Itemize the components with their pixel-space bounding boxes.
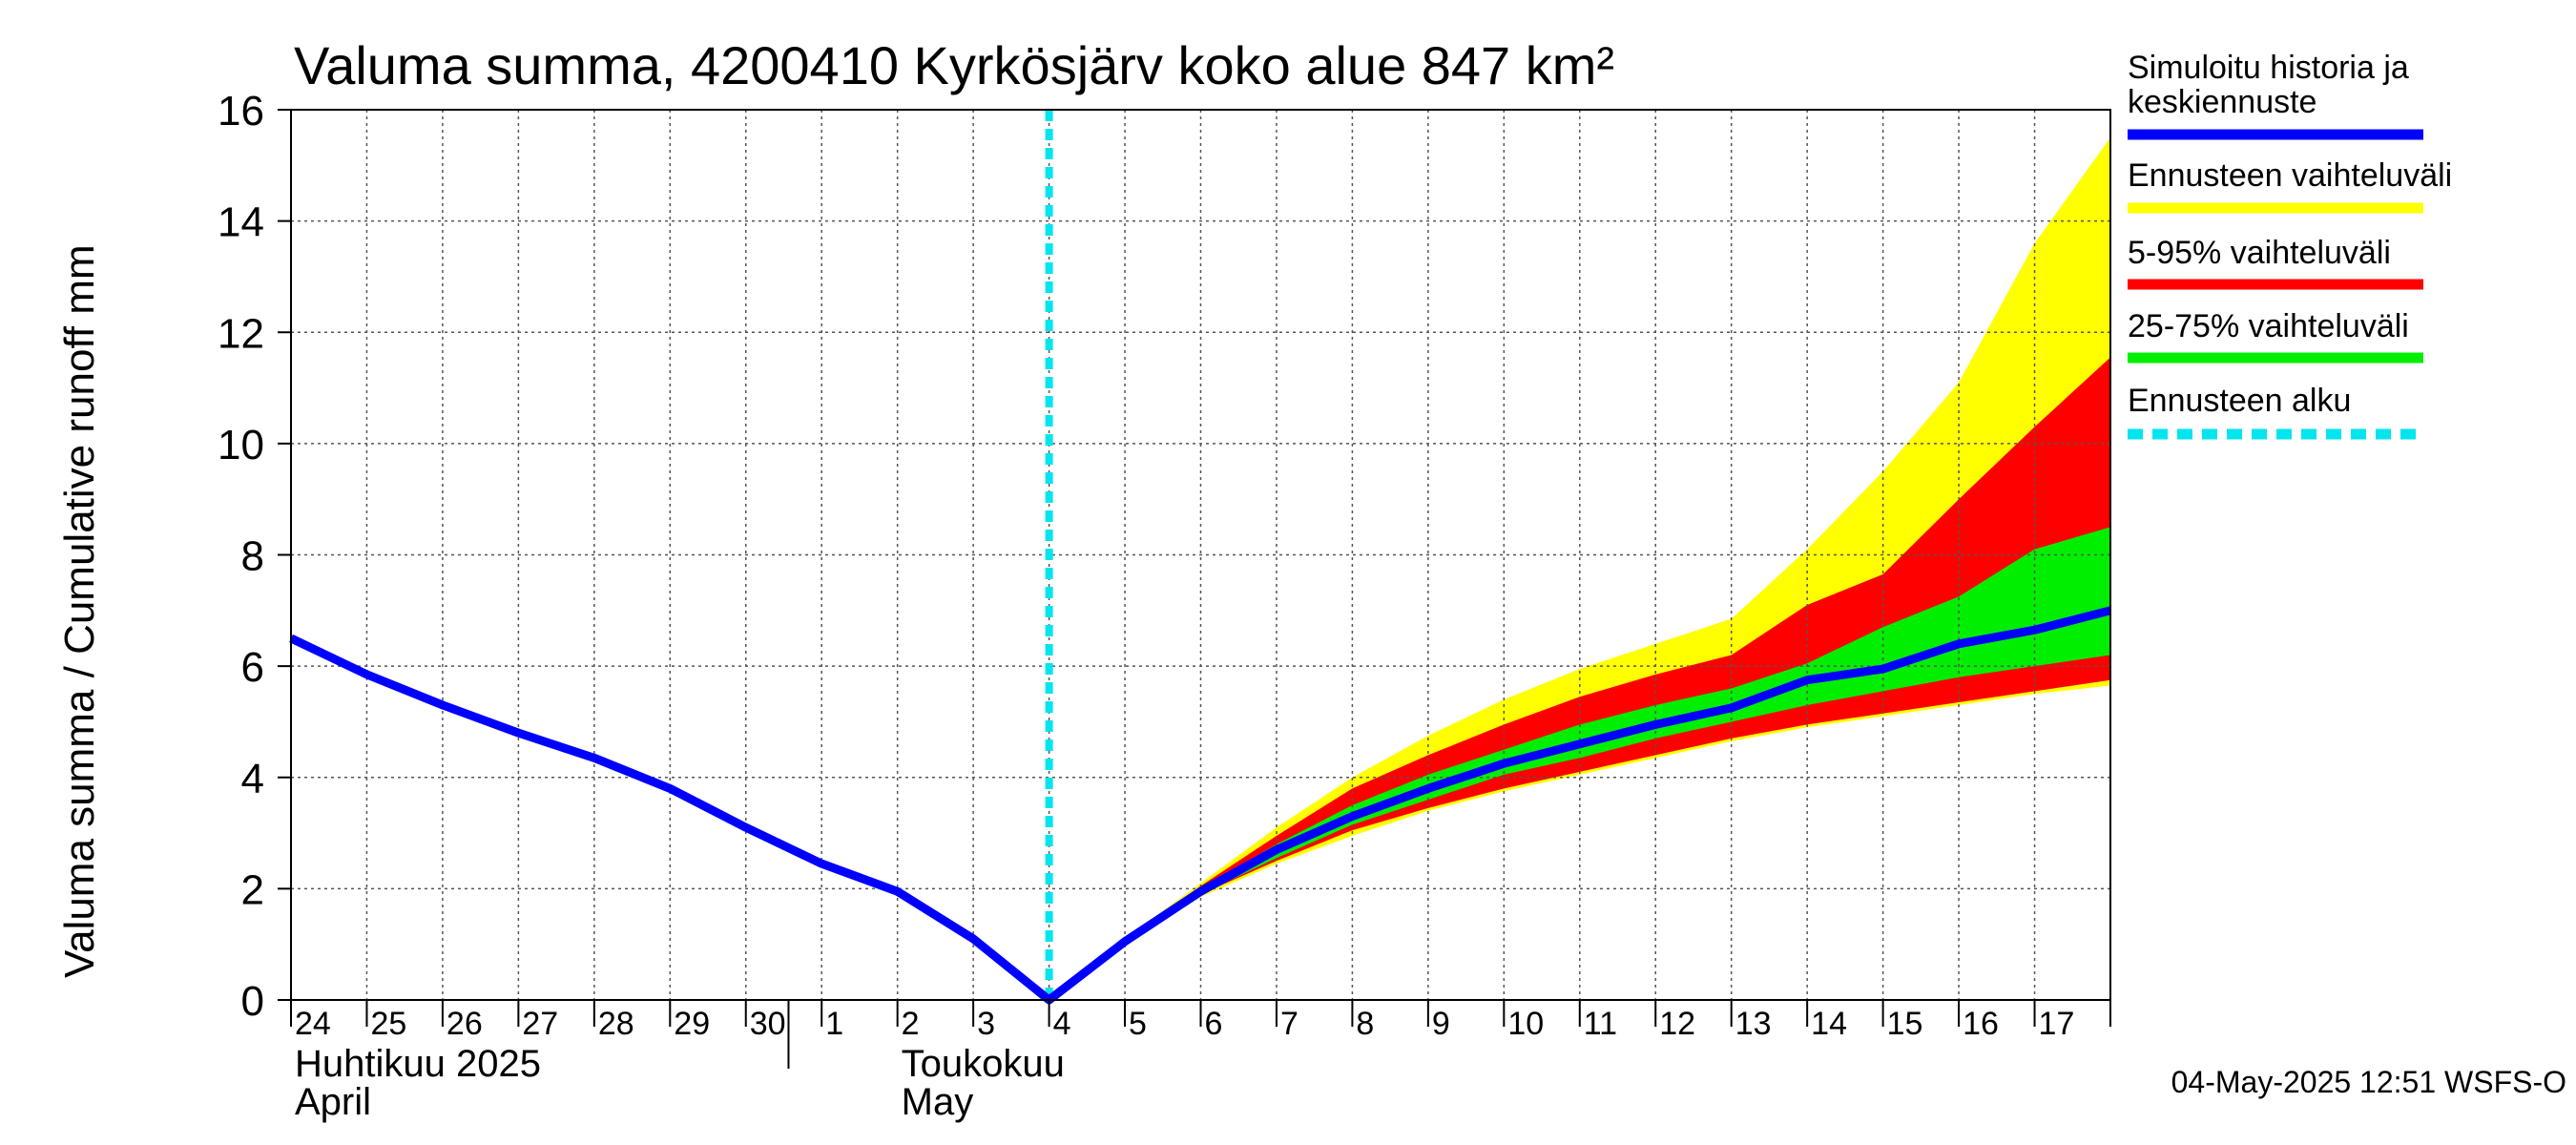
x-tick-label: 8 <box>1356 1006 1374 1042</box>
median-line <box>289 606 2112 1005</box>
x-tick-label: 15 <box>1887 1006 1923 1042</box>
forecast-bands <box>1049 137 2110 1001</box>
y-tick-label: 16 <box>218 88 264 135</box>
x-tick-label: 2 <box>902 1006 920 1042</box>
chart-title: Valuma summa, 4200410 Kyrkösjärv koko al… <box>294 35 1614 95</box>
x-tick-label: 16 <box>1963 1006 1999 1042</box>
y-tick-label: 4 <box>241 756 264 802</box>
x-tick-label: 4 <box>1053 1006 1071 1042</box>
x-tick-label: 28 <box>598 1006 634 1042</box>
x-tick-label: 26 <box>447 1006 483 1042</box>
grid-lines <box>291 110 2110 1000</box>
x-axis-ticks: 24 25 26 27 28 29 30 1 2 3 4 5 6 7 8 9 10 11 12 13 14 15 16 17 <box>290 1000 2111 1069</box>
x-tick-label: 14 <box>1811 1006 1847 1042</box>
y-tick-label: 0 <box>241 978 264 1025</box>
x-tick-label: 3 <box>977 1006 995 1042</box>
x-tick-label: 10 <box>1507 1006 1544 1042</box>
x-tick-label: 7 <box>1280 1006 1298 1042</box>
legend-label-line2: keskiennuste <box>2128 84 2316 120</box>
y-tick-label: 8 <box>241 533 264 580</box>
x-tick-label: 25 <box>370 1006 406 1042</box>
y-tick-label: 6 <box>241 644 264 691</box>
month-label-en: April <box>295 1081 371 1123</box>
y-tick-label: 14 <box>218 199 264 246</box>
x-tick-label: 6 <box>1205 1006 1223 1042</box>
timestamp-footer: 04-May-2025 12:51 WSFS-O <box>2171 1065 2566 1099</box>
x-tick-label: 1 <box>825 1006 843 1042</box>
month-label: Huhtikuu 2025 <box>295 1043 541 1085</box>
legend-label: Ennusteen alku <box>2128 383 2351 419</box>
x-tick-label: 24 <box>295 1006 331 1042</box>
y-axis-ticks: 0 2 4 6 8 10 12 14 16 <box>218 88 291 1025</box>
month-label: Toukokuu <box>902 1043 1065 1085</box>
series-lines <box>289 110 2112 1005</box>
x-tick-label: 29 <box>674 1006 710 1042</box>
band-25-75-vaihteluv-li <box>1049 527 2110 1000</box>
y-tick-label: 10 <box>218 422 264 468</box>
y-tick-label: 12 <box>218 310 264 357</box>
y-axis-label: Valuma summa / Cumulative runoff mm <box>56 244 103 978</box>
y-tick-label: 2 <box>241 866 264 913</box>
x-tick-label: 13 <box>1735 1006 1772 1042</box>
x-tick-label: 30 <box>750 1006 786 1042</box>
legend-label: 5-95% vaihteluväli <box>2128 235 2391 271</box>
x-tick-label: 17 <box>2039 1006 2075 1042</box>
month-label-en: May <box>902 1081 974 1123</box>
legend-label: 25-75% vaihteluväli <box>2128 308 2409 344</box>
x-tick-label: 9 <box>1432 1006 1450 1042</box>
x-tick-label: 12 <box>1659 1006 1695 1042</box>
x-tick-label: 27 <box>522 1006 558 1042</box>
x-tick-label: 5 <box>1129 1006 1147 1042</box>
legend-label: Simuloitu historia ja <box>2128 50 2409 86</box>
legend-label: Ennusteen vaihteluväli <box>2128 157 2452 194</box>
x-tick-label: 11 <box>1584 1006 1617 1042</box>
